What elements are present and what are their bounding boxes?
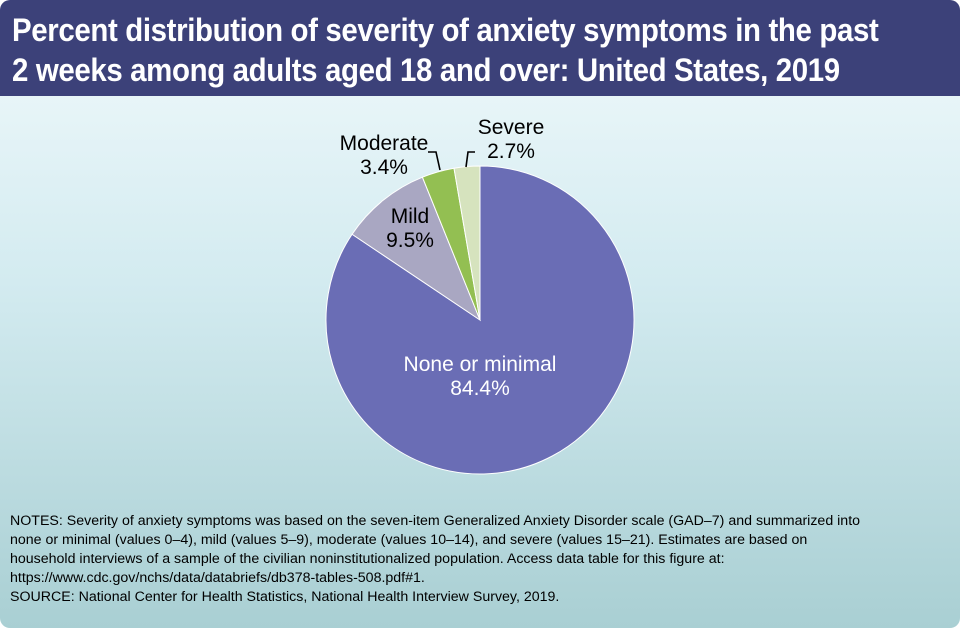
data-label-none-or-minimal: 84.4%	[450, 377, 510, 400]
notes-line: household interviews of a sample of the …	[10, 551, 725, 567]
slice-label-moderate: Moderate	[340, 132, 429, 155]
pie-slice-severe	[453, 165, 481, 321]
notes-line: NOTES: Severity of anxiety symptoms was …	[10, 513, 861, 529]
notes-block: NOTES: Severity of anxiety symptoms was …	[10, 512, 950, 607]
pie-slices	[325, 165, 635, 475]
notes-url-line: https://www.cdc.gov/nchs/data/databriefs…	[10, 570, 425, 586]
leader-line-severe	[465, 151, 475, 168]
leader-lines	[428, 151, 475, 171]
chart-title-line-1: Percent distribution of severity of anxi…	[12, 12, 879, 48]
pie-slice-mild	[351, 176, 482, 322]
slice-label-none-or-minimal: None or minimal	[404, 353, 557, 376]
data-label-mild: 9.5%	[386, 229, 434, 252]
slice-label-mild: Mild	[391, 205, 430, 228]
source-line: SOURCE: National Center for Health Stati…	[10, 589, 560, 605]
title-banner: Percent distribution of severity of anxi…	[0, 0, 960, 96]
notes-line: none or minimal (values 0–4), mild (valu…	[10, 532, 808, 548]
data-label-severe: 2.7%	[487, 140, 535, 163]
data-label-moderate: 3.4%	[360, 156, 408, 179]
chart-title-line-2: 2 weeks among adults aged 18 and over: U…	[12, 52, 840, 88]
slice-label-severe: Severe	[478, 116, 545, 139]
leader-line-moderate	[428, 151, 441, 171]
